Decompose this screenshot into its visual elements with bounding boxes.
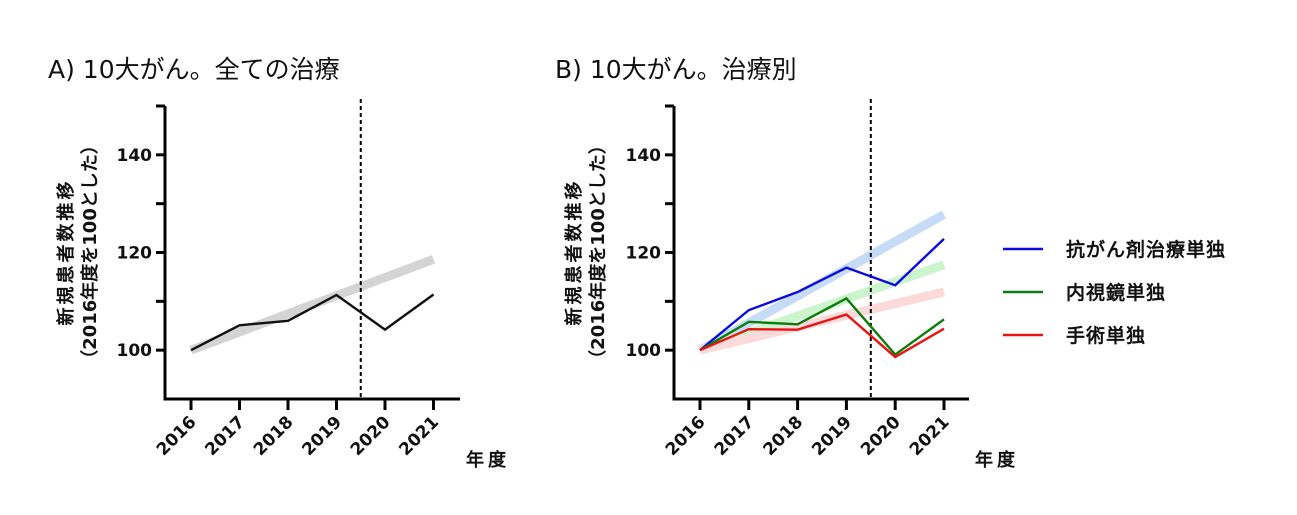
legend-label: 抗がん剤治療単独 (1066, 238, 1226, 261)
panel-b-x-tick-label: 2019 (808, 412, 856, 460)
panel-b-y-axis-label-line2: （2016年度を100とした） (587, 136, 609, 368)
panel-b-x-tick-label: 2021 (906, 412, 954, 460)
panel-a-x-tick-label: 2021 (395, 412, 443, 460)
panel-a-x-tick-label: 2016 (153, 412, 201, 460)
panel-a-series-line-0 (190, 293, 435, 352)
panel-a-x-tick-label: 2017 (201, 412, 249, 460)
panel-a-x-tick-label: 2018 (250, 412, 298, 460)
panel-a-trend-line-0 (189, 255, 436, 355)
panel-a-x-tick-label: 2019 (298, 412, 346, 460)
legend-item: 手術単独 (1003, 324, 1146, 347)
panel-b-y-tick-label: 100 (626, 341, 662, 361)
panel-a-y-tick-label: 100 (117, 341, 153, 361)
panel-a-y-axis-label-line1: 新規患者数推移 (55, 179, 77, 326)
panel-b-y-axis-label: 新規患者数推移 （2016年度を100とした） (563, 136, 609, 368)
panel-a-y-tick-label: 140 (117, 146, 153, 166)
legend-item: 抗がん剤治療単独 (1003, 238, 1226, 261)
panel-b-y-tick-label: 140 (626, 146, 662, 166)
panel-b-x-tick-label: 2016 (662, 412, 710, 460)
panel-a-x-tick-label: 2020 (347, 412, 395, 460)
panel-a-title: A) 10大がん。全ての治療 (48, 55, 340, 84)
legend-item: 内視鏡単独 (1003, 281, 1166, 304)
panel-a-x-axis-label: 年度 (466, 449, 510, 471)
legend-label: 内視鏡単独 (1066, 281, 1166, 304)
panel-b-series-line-2 (699, 313, 945, 359)
panel-a: A) 10大がん。全ての治療 新規患者数推移 （2016年度を100とした） 年… (48, 55, 510, 471)
panel-b-series-line-1 (699, 296, 945, 357)
panel-b-title: B) 10大がん。治療別 (555, 55, 797, 84)
panel-a-y-axis-label: 新規患者数推移 （2016年度を100とした） (55, 136, 101, 368)
panel-b-y-axis-label-line1: 新規患者数推移 (563, 179, 585, 326)
panel-b-x-axis-label: 年度 (975, 449, 1019, 471)
panel-b-x-tick-label: 2020 (857, 412, 905, 460)
panel-a-y-tick-label: 120 (117, 244, 153, 264)
legend-label: 手術単独 (1066, 324, 1146, 347)
panel-b-x-tick-label: 2018 (760, 412, 808, 460)
panel-a-y-axis-label-line2: （2016年度を100とした） (79, 136, 101, 368)
panel-b-series-line-0 (699, 237, 945, 352)
panel-b-x-tick-label: 2017 (711, 412, 759, 460)
panel-b: B) 10大がん。治療別 新規患者数推移 （2016年度を100とした） 年度 … (555, 55, 1226, 471)
panel-b-y-tick-label: 120 (626, 244, 662, 264)
